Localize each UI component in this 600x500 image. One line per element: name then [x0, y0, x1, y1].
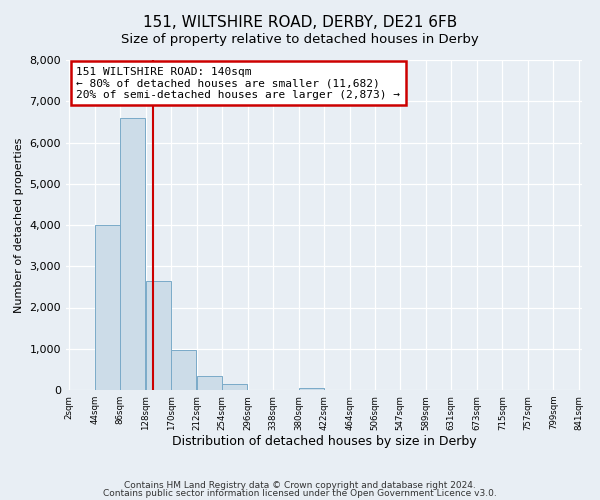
Bar [121, 118, 145, 390]
Text: Contains public sector information licensed under the Open Government Licence v3: Contains public sector information licen… [103, 489, 497, 498]
X-axis label: Distribution of detached houses by size in Derby: Distribution of detached houses by size … [172, 436, 476, 448]
Text: 151 WILTSHIRE ROAD: 140sqm
← 80% of detached houses are smaller (11,682)
20% of : 151 WILTSHIRE ROAD: 140sqm ← 80% of deta… [76, 66, 400, 100]
Y-axis label: Number of detached properties: Number of detached properties [14, 138, 24, 312]
Bar [197, 376, 222, 390]
Bar [146, 280, 171, 390]
Bar [299, 388, 324, 390]
Text: Contains HM Land Registry data © Crown copyright and database right 2024.: Contains HM Land Registry data © Crown c… [124, 480, 476, 490]
Bar [95, 225, 120, 390]
Text: 151, WILTSHIRE ROAD, DERBY, DE21 6FB: 151, WILTSHIRE ROAD, DERBY, DE21 6FB [143, 15, 457, 30]
Bar [223, 384, 247, 390]
Text: Size of property relative to detached houses in Derby: Size of property relative to detached ho… [121, 32, 479, 46]
Bar [172, 350, 196, 390]
